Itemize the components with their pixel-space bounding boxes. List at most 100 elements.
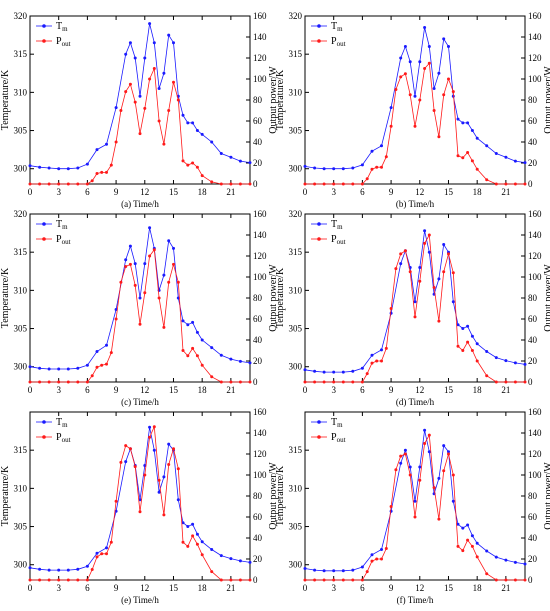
data-point-tm [461,121,465,125]
data-point-pout [389,505,393,508]
data-point-tm [128,244,132,248]
data-point-tm [238,559,242,563]
data-point-tm [191,121,195,125]
data-point-pout [475,359,479,363]
data-point-pout [461,349,465,352]
legend-marker [317,24,321,28]
data-point-tm [57,367,61,371]
panel-caption: (f) Time/h [397,595,434,605]
data-point-tm [219,152,223,155]
y2-tick-label: 100 [528,470,542,480]
data-point-tm [513,159,517,163]
data-point-pout [47,380,51,384]
data-point-pout [85,380,89,384]
data-point-pout [494,578,498,582]
data-point-pout [181,159,185,163]
data-point-tm [303,368,307,372]
data-point-pout [38,578,42,582]
data-point-tm [219,554,223,558]
data-point-pout [513,380,517,384]
y-tick-label: 310 [289,483,303,493]
data-point-pout [351,578,355,582]
data-point-tm [322,370,326,374]
data-point-tm [461,327,465,330]
data-point-pout [172,80,175,84]
data-point-tm [172,41,175,45]
data-point-pout [451,90,455,94]
panel-caption: (e) Time/h [121,595,159,605]
y2-tick-label: 20 [253,158,263,168]
x-tick-label: 0 [28,583,33,593]
data-point-pout [370,361,374,365]
data-point-tm [360,565,364,569]
data-point-pout [456,544,460,548]
x-tick-label: 21 [501,583,510,593]
chart-panel: 0 3 6 9 12 15 18 21 300 305 310 315 320 0 20 40 60 80 100 1… [275,11,550,209]
data-point-pout [152,67,156,70]
data-point-pout [384,547,388,550]
panel-caption: (c) Time/h [121,397,159,407]
data-point-tm [95,148,99,152]
data-point-pout [322,182,326,186]
y-tick-label: 310 [14,483,28,493]
legend-label: Pout [331,36,346,48]
data-point-pout [143,106,147,110]
y2-tick-label: 80 [253,491,263,501]
data-point-pout [360,182,364,186]
legend-label: Pout [56,432,71,444]
data-point-pout [513,578,517,582]
y2-tick-label: 0 [253,179,258,189]
y2-tick-label: 0 [528,575,533,585]
data-point-pout [360,578,364,582]
data-point-tm [403,45,407,48]
data-point-pout [229,380,233,384]
data-point-pout [76,182,80,186]
data-point-pout [413,315,417,319]
x-tick-label: 3 [56,385,61,395]
y2-tick-label: 40 [253,137,263,147]
y-tick-label: 315 [289,49,303,59]
legend-marker [42,237,46,241]
data-point-pout [138,132,142,136]
data-point-tm [494,555,498,559]
data-point-tm [186,121,190,125]
data-point-tm [475,541,479,545]
data-point-pout [432,486,436,490]
legend-label-main: P [331,234,337,245]
data-point-pout [442,93,446,97]
data-point-pout [105,362,108,366]
data-point-pout [248,578,252,582]
data-point-pout [28,380,32,384]
data-point-tm [442,444,446,448]
data-point-pout [384,346,388,350]
data-point-tm [380,144,383,148]
data-point-pout [66,578,70,582]
data-point-pout [389,124,393,128]
data-point-tm [28,566,32,570]
y2-tick-label: 140 [253,32,267,42]
data-point-tm [504,359,508,363]
data-point-tm [451,300,455,304]
data-point-pout [394,88,398,91]
x-tick-label: 3 [56,583,61,593]
y2-tick-label: 80 [253,95,263,105]
data-point-pout [248,380,252,384]
data-point-pout [475,555,479,559]
legend-label-sub: m [337,25,343,33]
data-point-pout [432,109,436,112]
data-point-pout [403,452,407,456]
data-point-pout [461,156,465,160]
data-point-tm [504,558,508,562]
x-tick-label: 12 [140,385,149,395]
data-point-pout [365,570,369,574]
data-point-pout [248,182,252,186]
y2-tick-label: 40 [528,533,538,543]
y-tick-label: 300 [289,560,303,570]
x-tick-label: 12 [415,583,424,593]
data-point-tm [157,490,161,494]
data-point-tm [148,226,152,230]
